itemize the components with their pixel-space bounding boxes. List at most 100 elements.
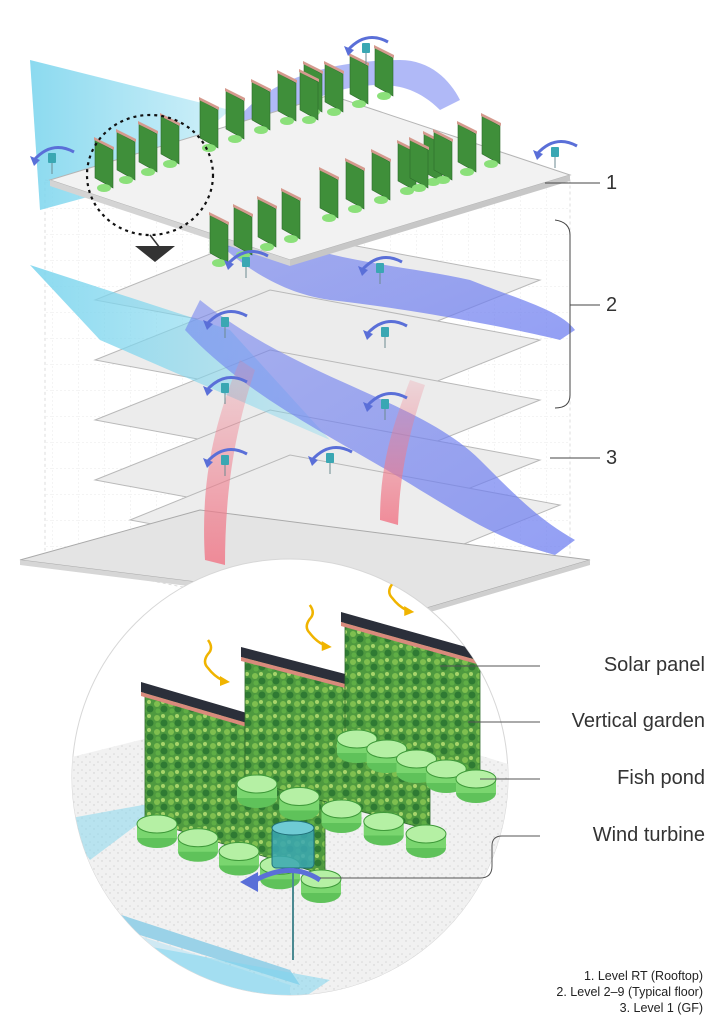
vertical-garden-panel (277, 72, 297, 122)
fish-pond (254, 126, 268, 134)
fish-pond (141, 168, 155, 176)
fish-pond (412, 184, 426, 192)
warm-air-stream-lower (185, 300, 575, 555)
arrow-head-icon (533, 150, 543, 160)
vertical-garden-panel (349, 55, 369, 105)
wind-turbine-icon (221, 317, 229, 327)
heated-air-rise-right (380, 380, 425, 525)
fish-pond (484, 160, 498, 168)
fish-pond-top (278, 787, 320, 806)
fish-pond (260, 243, 274, 251)
solar-panel-strip (374, 45, 394, 58)
vertical-garden-panel (94, 139, 114, 189)
legend-item-ground-floor: 3. Level 1 (GF) (619, 1001, 703, 1015)
arrow-head-icon (363, 402, 373, 412)
wind-turbine-icon (551, 147, 559, 157)
warm-air-stream-upper (180, 180, 575, 340)
solar-panel (341, 612, 484, 662)
level-leaders (545, 182, 600, 459)
fish-pond (302, 116, 316, 124)
legend-item-typical-floor: 2. Level 2–9 (Typical floor) (556, 985, 703, 999)
rotation-arrow-icon (365, 392, 408, 408)
vertical-garden-panel (257, 198, 277, 248)
solar-panel-strip (138, 121, 158, 134)
detail-zoom-indicator (85, 113, 215, 262)
solar-panel-strip (345, 158, 365, 171)
fish-pond (352, 100, 366, 108)
wind-turbine-icon (221, 455, 229, 465)
fish-pond-top (366, 739, 408, 759)
solar-panel-strip (257, 196, 277, 209)
wind-turbine-icon (221, 383, 229, 393)
wind-turbine-icon (381, 327, 389, 337)
vertical-garden-panel (281, 190, 301, 240)
sun-ray-icon (305, 604, 325, 647)
vertical-garden-panel (433, 131, 453, 181)
rotation-arrow-icon (360, 256, 403, 272)
rotation-arrow-icon (535, 140, 578, 156)
vertical-garden-panel (225, 90, 245, 140)
sun-ray-arrow-icon (321, 641, 332, 651)
vertical-garden-panel (324, 63, 344, 113)
solar-panel-frame (341, 622, 484, 666)
solar-panel-strip (94, 137, 114, 150)
fish-pond (327, 108, 341, 116)
wind-turbine-icon (48, 153, 56, 163)
fish-pond (228, 135, 242, 143)
fish-pond (284, 235, 298, 243)
solar-panel-strip (199, 97, 219, 110)
callout-leaders (320, 665, 540, 879)
rotation-arrow-icon (310, 446, 353, 462)
fish-pond-top (321, 799, 362, 819)
vertical-garden-panel (457, 123, 477, 173)
arrow-head-icon (203, 458, 213, 468)
wind-turbine-icon (242, 257, 250, 267)
rotation-arrow-icon (226, 250, 269, 266)
vertical-garden-panel (409, 139, 429, 189)
fish-pond-top (396, 749, 437, 769)
fish-pond-top (405, 824, 447, 844)
fish-pond (202, 144, 216, 152)
arrow-head-icon (358, 266, 368, 276)
wind-turbine-icon (362, 43, 370, 53)
solar-panel-strip (281, 188, 301, 201)
fish-pond (280, 117, 294, 125)
fish-pond-top (236, 774, 278, 794)
fish-pond (212, 259, 226, 267)
rotation-arrow-icon (205, 310, 248, 326)
solar-panel-strip (160, 113, 180, 126)
arrow-head-icon (363, 330, 373, 340)
rotation-arrow-icon (205, 376, 248, 392)
rotation-arrow-detail-icon (250, 868, 322, 885)
heated-air-rise-left (204, 360, 255, 565)
fish-pond-top (425, 759, 467, 779)
detail-view (71, 558, 509, 996)
vertical-garden-panel (299, 71, 319, 121)
fish-pond-top (363, 812, 405, 831)
vertical-garden-panel (116, 131, 136, 181)
level-marker-3: 3 (606, 447, 618, 469)
rooftop-garden-rows (94, 45, 501, 267)
solar-panel-strip (457, 121, 477, 134)
callout-fish-pond: Fish pond (617, 767, 705, 789)
arrow-head-icon (344, 46, 354, 56)
solar-panel-strip (319, 167, 339, 180)
wind-turbines-building (30, 36, 578, 476)
callout-wind-turbine: Wind turbine (592, 824, 705, 846)
solar-panel-strip (233, 204, 253, 217)
vertical-garden-panel (374, 47, 394, 97)
fish-pond (400, 187, 414, 195)
arrow-head-icon (308, 456, 318, 466)
solar-panel-strip (371, 149, 391, 162)
fish-pond (377, 92, 391, 100)
sun-ray-icon (203, 639, 223, 682)
fish-pond-top (218, 842, 260, 861)
legend-item-rooftop: 1. Level RT (Rooftop) (583, 969, 703, 983)
fish-pond (348, 205, 362, 213)
rotation-arrow-icon (32, 146, 75, 162)
solar-panel-strip (116, 129, 136, 142)
fish-pond (119, 176, 133, 184)
callout-solar-panel: Solar panel (603, 654, 705, 676)
solar-panel-strip (225, 88, 245, 101)
